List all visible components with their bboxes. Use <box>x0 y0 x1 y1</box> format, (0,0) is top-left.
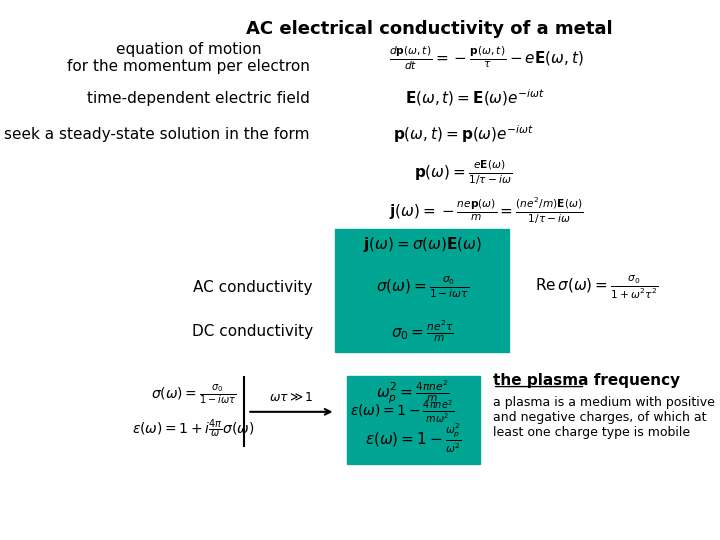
Text: $\mathbf{p}(\omega,t) = \mathbf{p}(\omega)e^{-i\omega t}$: $\mathbf{p}(\omega,t) = \mathbf{p}(\omeg… <box>392 124 534 145</box>
Text: $\mathbf{j}(\omega) = -\frac{ne\mathbf{p}(\omega)}{m} = \frac{(ne^2/m)\mathbf{E}: $\mathbf{j}(\omega) = -\frac{ne\mathbf{p… <box>389 195 583 226</box>
Text: $\mathbf{p}(\omega) = \frac{e\mathbf{E}(\omega)}{1/\tau - i\omega}$: $\mathbf{p}(\omega) = \frac{e\mathbf{E}(… <box>414 158 513 187</box>
Text: $\omega\tau \gg 1$: $\omega\tau \gg 1$ <box>269 392 313 404</box>
Text: time-dependent electric field: time-dependent electric field <box>87 91 310 106</box>
Text: $\mathbf{j}(\omega) = \sigma(\omega)\mathbf{E}(\omega)$: $\mathbf{j}(\omega) = \sigma(\omega)\mat… <box>363 235 482 254</box>
Text: $\mathrm{Re}\,\sigma(\omega) = \frac{\sigma_0}{1 + \omega^2\tau^2}$: $\mathrm{Re}\,\sigma(\omega) = \frac{\si… <box>535 274 659 301</box>
Text: seek a steady-state solution in the form: seek a steady-state solution in the form <box>4 127 310 142</box>
Text: $\sigma(\omega) = \frac{\sigma_0}{1 - i\omega\tau}$: $\sigma(\omega) = \frac{\sigma_0}{1 - i\… <box>150 382 236 407</box>
FancyBboxPatch shape <box>347 376 480 464</box>
Text: $\varepsilon(\omega) = 1 - \frac{\omega_p^2}{\omega^2}$: $\varepsilon(\omega) = 1 - \frac{\omega_… <box>365 421 462 455</box>
Text: $\sigma(\omega) = \frac{\sigma_0}{1 - i\omega\tau}$: $\sigma(\omega) = \frac{\sigma_0}{1 - i\… <box>376 274 469 300</box>
Text: AC conductivity: AC conductivity <box>193 280 312 295</box>
Text: $\varepsilon(\omega) = 1 - \frac{4\pi ne^2}{m\omega^2}$: $\varepsilon(\omega) = 1 - \frac{4\pi ne… <box>350 399 454 425</box>
Text: $\sigma_0 = \frac{ne^2\tau}{m}$: $\sigma_0 = \frac{ne^2\tau}{m}$ <box>391 319 454 345</box>
Text: $\varepsilon(\omega) = 1 + i\frac{4\pi}{\omega}\sigma(\omega)$: $\varepsilon(\omega) = 1 + i\frac{4\pi}{… <box>132 417 255 440</box>
Text: the plasma frequency: the plasma frequency <box>492 373 680 388</box>
FancyBboxPatch shape <box>336 229 509 352</box>
Text: $\mathbf{E}(\omega,t) = \mathbf{E}(\omega)e^{-i\omega t}$: $\mathbf{E}(\omega,t) = \mathbf{E}(\omeg… <box>405 87 545 109</box>
Text: $\omega_p^2 = \frac{4\pi ne^2}{m}$: $\omega_p^2 = \frac{4\pi ne^2}{m}$ <box>377 379 450 406</box>
Text: $\frac{d\mathbf{p}(\omega,t)}{dt} = -\frac{\mathbf{p}(\omega,t)}{\tau} - e\mathb: $\frac{d\mathbf{p}(\omega,t)}{dt} = -\fr… <box>389 44 583 72</box>
Text: equation of motion
for the momentum per electron: equation of motion for the momentum per … <box>67 42 310 74</box>
Text: a plasma is a medium with positive
and negative charges, of which at
least one c: a plasma is a medium with positive and n… <box>492 396 715 439</box>
Text: AC electrical conductivity of a metal: AC electrical conductivity of a metal <box>246 20 613 38</box>
Text: DC conductivity: DC conductivity <box>192 325 312 339</box>
